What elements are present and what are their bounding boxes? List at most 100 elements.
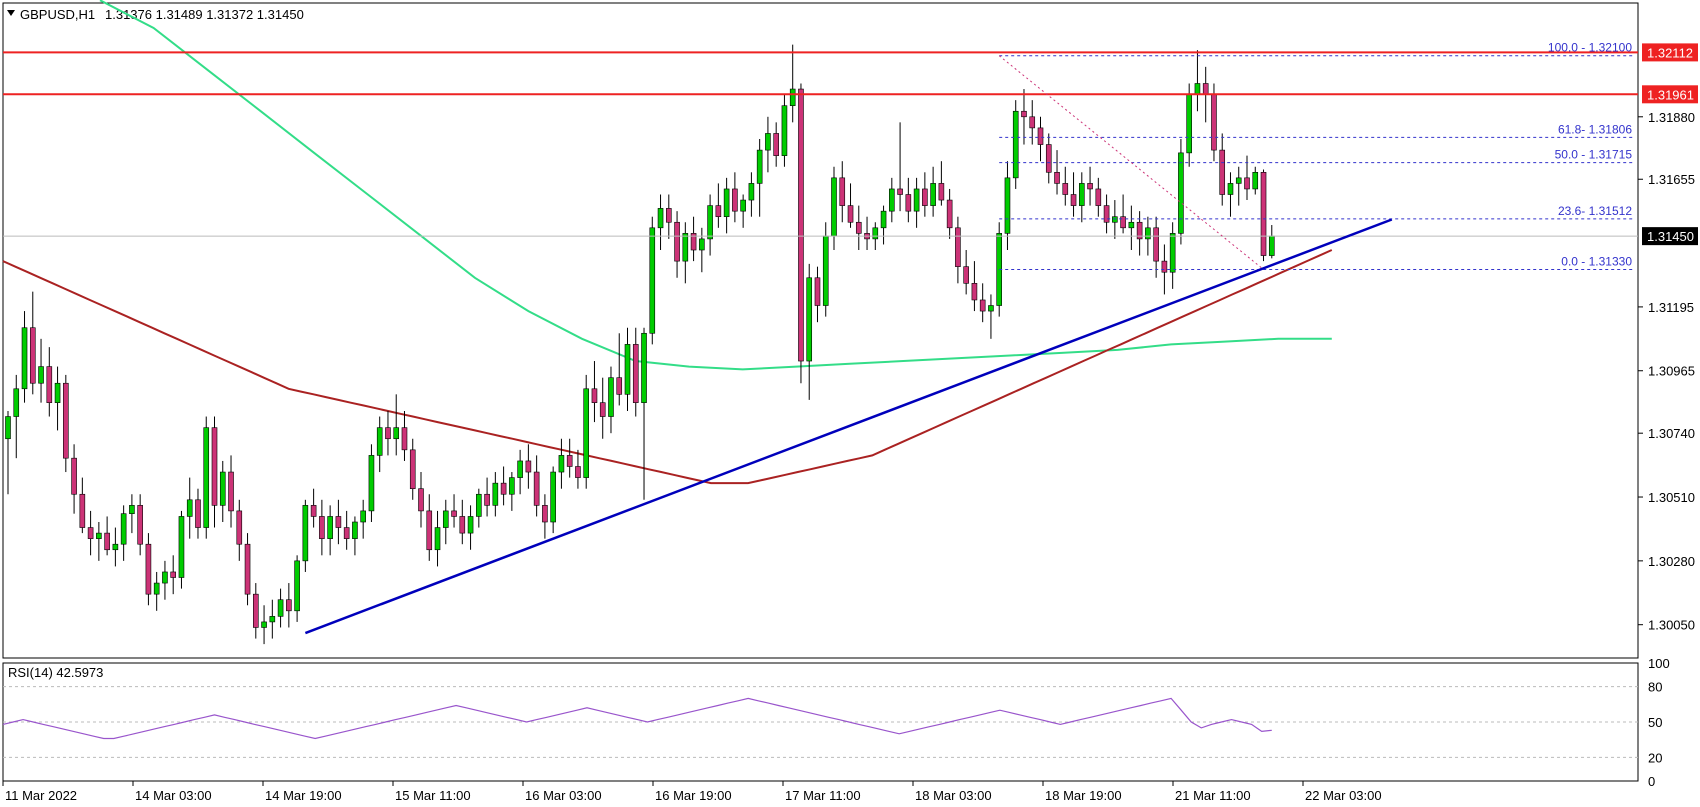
candle [732, 172, 738, 223]
candle-body [814, 277, 821, 306]
candle [566, 438, 573, 478]
candle-body [54, 382, 61, 403]
candle-body [641, 332, 647, 403]
candle-body [129, 505, 135, 514]
candle-body [1145, 227, 1151, 240]
candle-body [822, 235, 829, 306]
candle-body [798, 88, 804, 362]
candle [1153, 216, 1159, 278]
candle-body [674, 221, 680, 262]
candle [112, 527, 119, 567]
candle [1128, 205, 1135, 251]
candle-body [1227, 183, 1234, 195]
candle-body [955, 227, 961, 267]
candle-body [566, 455, 573, 467]
rsi-tick-label: 50 [1648, 715, 1662, 730]
candle-body [178, 516, 185, 578]
candle-body [277, 599, 284, 617]
candle-body [1244, 177, 1250, 190]
candles [5, 44, 1275, 645]
candle-body [442, 510, 449, 528]
candle [1112, 200, 1118, 239]
candle-body [988, 305, 994, 312]
candle-body [616, 377, 623, 395]
ema200-path [99, 0, 1332, 371]
candle-body [1054, 172, 1060, 184]
candle [29, 291, 36, 395]
candle [682, 222, 689, 284]
candle [839, 161, 846, 223]
ema50-path [2, 249, 1333, 485]
candle-body [319, 516, 325, 539]
candle-body [806, 277, 813, 362]
candle-body [1012, 110, 1019, 179]
candle [459, 499, 466, 545]
candle-body [5, 416, 11, 440]
candle [302, 499, 309, 572]
candle [236, 499, 243, 561]
candle [203, 416, 210, 539]
candle [38, 338, 44, 403]
candle [484, 477, 490, 517]
candle-body [533, 471, 540, 506]
candle [87, 510, 94, 556]
candle [335, 499, 342, 545]
candle [79, 477, 86, 534]
candle-body [376, 427, 383, 456]
candle-body [1087, 183, 1093, 190]
candle-body [492, 482, 499, 506]
candle [798, 83, 804, 384]
candle [409, 438, 416, 500]
dropdown-triangle-icon[interactable] [7, 10, 15, 16]
candle-body [104, 532, 110, 551]
candle-body [1260, 172, 1267, 256]
candle [624, 327, 631, 411]
candle [889, 177, 895, 223]
candle [707, 194, 713, 256]
candle-body [963, 266, 969, 284]
x-tick-label: 22 Mar 03:00 [1305, 788, 1382, 803]
candle [583, 374, 590, 489]
candle-body [839, 177, 846, 206]
candle-body [327, 516, 333, 539]
candle-body [162, 571, 168, 584]
candle [773, 122, 779, 167]
candle-body [699, 238, 705, 251]
candle [641, 327, 647, 500]
candle [261, 605, 267, 645]
candle [195, 488, 201, 539]
drawing-objects[interactable]: 100.0 - 1.32100 61.8- 1.31806 50.0 - 1.317… [3, 41, 1638, 635]
candle [715, 183, 722, 228]
candle [1161, 244, 1168, 295]
candle-body [153, 582, 160, 595]
candle-body [715, 205, 722, 218]
candle-body [137, 505, 143, 545]
candle-body [211, 427, 218, 506]
candle [599, 377, 606, 439]
candle-body [1153, 227, 1159, 262]
x-tick-label: 14 Mar 19:00 [265, 788, 342, 803]
candle [368, 444, 375, 523]
ema200-line [99, 0, 1332, 371]
candle-body [1095, 188, 1102, 206]
candle [880, 205, 887, 245]
candle-body [96, 532, 102, 539]
candle [608, 366, 614, 434]
candle [46, 347, 53, 417]
candle-body [476, 493, 482, 517]
candle-body [1136, 221, 1143, 240]
candle [1029, 100, 1036, 145]
candle [96, 522, 102, 561]
candle-body [938, 183, 945, 201]
candle-body [21, 327, 28, 390]
support-trendline [304, 218, 1393, 635]
candle [294, 555, 300, 622]
candle [781, 94, 788, 167]
current-price-tag [1642, 227, 1698, 246]
candle-body [228, 471, 234, 512]
candle [145, 533, 152, 606]
candle-body [219, 471, 226, 506]
candle-body [855, 221, 862, 234]
candle [1021, 89, 1027, 145]
